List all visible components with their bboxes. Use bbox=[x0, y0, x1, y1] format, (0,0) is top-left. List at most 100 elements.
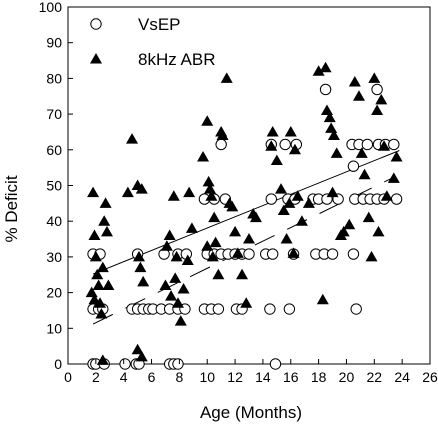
point-8khz-abr bbox=[197, 150, 210, 162]
point-8khz-abr bbox=[362, 211, 375, 223]
point-vsep bbox=[319, 83, 332, 96]
x-tick-label: 4 bbox=[120, 369, 128, 385]
y-tick-label: 100 bbox=[39, 0, 63, 15]
x-tick-label: 26 bbox=[422, 369, 438, 385]
point-8khz-abr bbox=[206, 250, 219, 262]
point-vsep bbox=[269, 358, 282, 370]
series-8khz-abr bbox=[85, 61, 403, 365]
point-8khz-abr bbox=[167, 190, 180, 201]
point-vsep bbox=[215, 138, 227, 151]
point-8khz-abr bbox=[165, 290, 178, 301]
point-8khz-abr bbox=[94, 297, 107, 308]
point-8khz-abr bbox=[372, 225, 385, 237]
point-8khz-abr bbox=[159, 279, 172, 290]
y-tick-label: 70 bbox=[46, 106, 62, 122]
point-8khz-abr bbox=[378, 140, 391, 151]
x-tick-label: 14 bbox=[255, 369, 271, 385]
point-8khz-abr bbox=[249, 211, 262, 223]
point-8khz-abr bbox=[133, 250, 146, 262]
x-tick-label: 16 bbox=[283, 369, 299, 385]
regression-line-solid bbox=[92, 150, 400, 275]
point-vsep bbox=[371, 83, 383, 96]
point-8khz-abr bbox=[358, 168, 371, 180]
point-8khz-abr bbox=[205, 190, 218, 201]
regression-lines bbox=[92, 150, 400, 325]
point-8khz-abr bbox=[174, 315, 187, 326]
point-8khz-abr bbox=[319, 61, 332, 73]
point-8khz-abr bbox=[98, 215, 111, 226]
series-vsep bbox=[87, 83, 403, 370]
point-8khz-abr bbox=[226, 200, 239, 212]
point-8khz-abr bbox=[312, 65, 325, 76]
y-tick-label: 10 bbox=[46, 320, 62, 336]
point-8khz-abr bbox=[323, 111, 336, 123]
point-8khz-abr bbox=[280, 233, 293, 244]
point-8khz-abr bbox=[177, 283, 190, 294]
point-8khz-abr bbox=[387, 172, 400, 183]
y-tick-label: 0 bbox=[54, 356, 62, 372]
point-vsep bbox=[326, 248, 339, 260]
point-8khz-abr bbox=[87, 186, 100, 198]
point-8khz-abr bbox=[91, 268, 104, 280]
point-8khz-abr bbox=[134, 261, 147, 273]
y-tick-label: 40 bbox=[46, 213, 62, 229]
point-8khz-abr bbox=[291, 190, 304, 201]
point-8khz-abr bbox=[337, 225, 350, 237]
point-8khz-abr bbox=[88, 229, 101, 240]
y-tick-label: 50 bbox=[46, 178, 62, 194]
legend-marker-8khz-abr bbox=[90, 53, 102, 64]
point-vsep bbox=[283, 303, 296, 315]
point-8khz-abr bbox=[380, 190, 393, 201]
point-8khz-abr bbox=[302, 197, 315, 208]
point-8khz-abr bbox=[288, 143, 301, 155]
x-axis-title: Age (Months) bbox=[200, 403, 302, 422]
point-8khz-abr bbox=[121, 186, 134, 198]
point-8khz-abr bbox=[171, 297, 184, 308]
plot-frame-layer bbox=[67, 6, 431, 365]
point-8khz-abr bbox=[368, 72, 381, 83]
point-8khz-abr bbox=[284, 125, 297, 137]
point-8khz-abr bbox=[102, 279, 115, 290]
x-tick-label: 18 bbox=[311, 369, 327, 385]
x-tick-label: 10 bbox=[199, 369, 215, 385]
y-tick-label: 30 bbox=[46, 249, 62, 265]
data-points bbox=[85, 61, 403, 370]
point-8khz-abr bbox=[163, 229, 176, 240]
point-8khz-abr bbox=[137, 275, 150, 287]
point-8khz-abr bbox=[212, 268, 225, 280]
point-8khz-abr bbox=[209, 236, 222, 248]
point-8khz-abr bbox=[135, 350, 148, 362]
point-8khz-abr bbox=[277, 204, 290, 215]
point-8khz-abr bbox=[202, 175, 215, 187]
point-8khz-abr bbox=[183, 186, 196, 198]
legend: VsEP 8kHz ABR bbox=[90, 15, 215, 69]
x-tick-label: 6 bbox=[148, 369, 156, 385]
point-vsep bbox=[212, 303, 225, 315]
point-8khz-abr bbox=[201, 240, 214, 251]
point-8khz-abr bbox=[352, 90, 365, 101]
point-8khz-abr bbox=[96, 261, 109, 273]
point-8khz-abr bbox=[170, 250, 183, 262]
point-8khz-abr bbox=[131, 343, 144, 355]
point-8khz-abr bbox=[325, 122, 338, 133]
point-vsep bbox=[266, 248, 279, 260]
legend-label-vsep: VsEP bbox=[138, 15, 181, 34]
y-axis-title: % Deficit bbox=[2, 175, 21, 242]
x-tick-label: 12 bbox=[227, 369, 243, 385]
point-8khz-abr bbox=[265, 140, 278, 151]
point-8khz-abr bbox=[266, 125, 279, 137]
point-vsep bbox=[350, 303, 362, 315]
point-8khz-abr bbox=[229, 225, 242, 237]
x-tick-label: 0 bbox=[64, 369, 72, 385]
point-8khz-abr bbox=[92, 279, 105, 290]
y-tick-label: 80 bbox=[46, 70, 62, 86]
point-8khz-abr bbox=[327, 129, 340, 141]
y-tick-label: 20 bbox=[46, 285, 62, 301]
point-8khz-abr bbox=[365, 250, 378, 262]
y-tick-label: 90 bbox=[46, 35, 62, 51]
point-8khz-abr bbox=[126, 133, 139, 144]
point-8khz-abr bbox=[95, 308, 108, 319]
point-8khz-abr bbox=[390, 150, 403, 162]
point-8khz-abr bbox=[320, 104, 333, 116]
